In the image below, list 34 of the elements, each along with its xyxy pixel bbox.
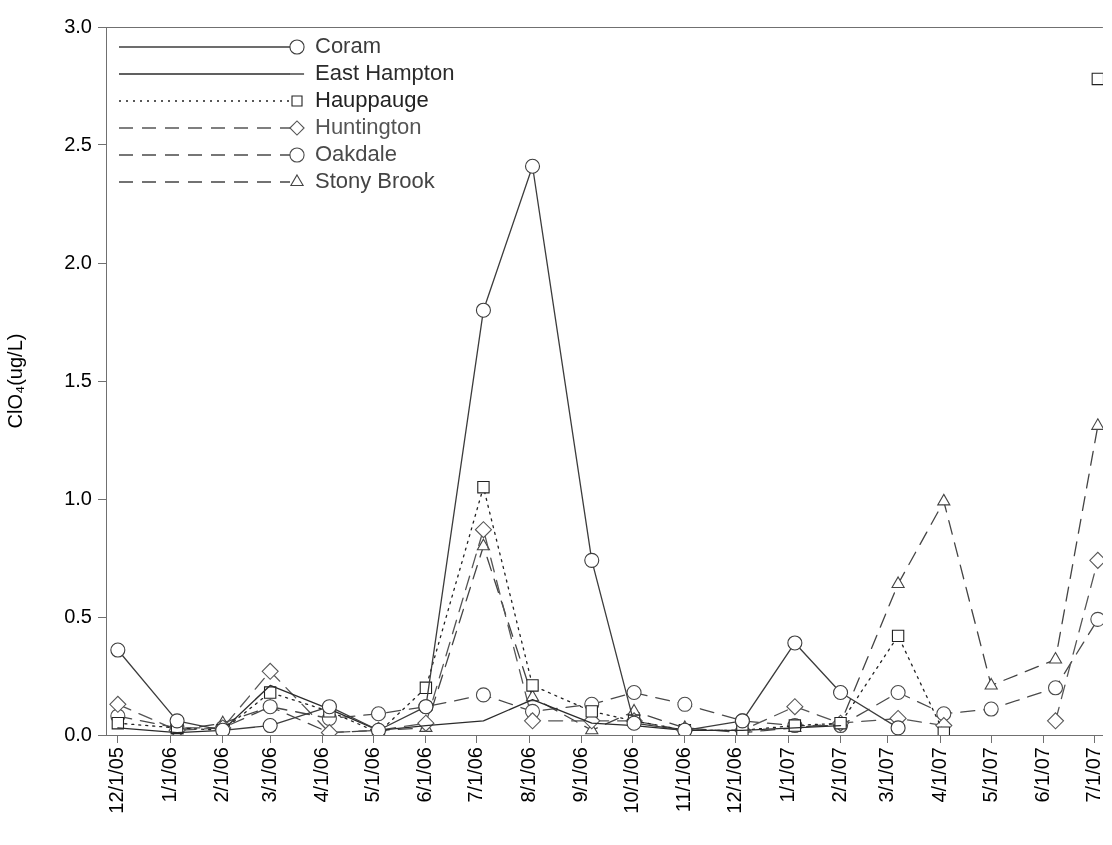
x-tick-label: 7/1/06 <box>464 747 487 803</box>
x-tick-label: 5/1/06 <box>360 747 383 803</box>
x-tick-label: 3/1/06 <box>257 747 280 803</box>
x-tick-label: 10/1/06 <box>619 747 642 814</box>
x-tick-label: 2/1/06 <box>210 747 233 803</box>
x-tick-label: 6/1/07 <box>1031 747 1054 803</box>
legend-label: Huntington <box>315 114 422 140</box>
x-tick-label: 11/1/06 <box>672 747 695 813</box>
x-tick-label: 12/1/05 <box>105 747 128 814</box>
y-tick-label: 0.5 <box>64 604 92 627</box>
legend-label: Oakdale <box>315 141 397 167</box>
y-tick-label: 2.0 <box>64 250 92 273</box>
x-tick-label: 3/1/07 <box>875 747 898 803</box>
x-tick-label: 8/1/06 <box>516 747 539 803</box>
x-tick-label: 4/1/06 <box>310 747 333 803</box>
y-tick-label: 1.5 <box>64 368 92 391</box>
x-tick-label: 9/1/06 <box>569 747 592 803</box>
legend-label: Stony Brook <box>315 168 436 194</box>
x-tick-label: 7/1/07 <box>1081 747 1104 803</box>
y-tick-label: 0.0 <box>64 722 92 745</box>
x-tick-label: 6/1/06 <box>413 747 436 803</box>
x-tick-label: 1/1/07 <box>775 747 798 803</box>
x-tick-label: 4/1/07 <box>927 747 950 803</box>
legend-label: Hauppauge <box>315 87 429 113</box>
legend-label: Coram <box>315 33 382 59</box>
x-tick-label: 1/1/06 <box>157 747 180 803</box>
x-tick-label: 5/1/07 <box>978 747 1001 803</box>
legend-label: East Hampton <box>315 60 455 86</box>
y-tick-label: 3.0 <box>64 14 92 37</box>
y-axis-title: ClO₄(ug/L) <box>3 333 26 429</box>
y-tick-label: 1.0 <box>64 486 92 509</box>
y-tick-label: 2.5 <box>64 132 92 155</box>
x-tick-label: 12/1/06 <box>723 747 746 814</box>
x-tick-label: 2/1/07 <box>828 747 851 803</box>
